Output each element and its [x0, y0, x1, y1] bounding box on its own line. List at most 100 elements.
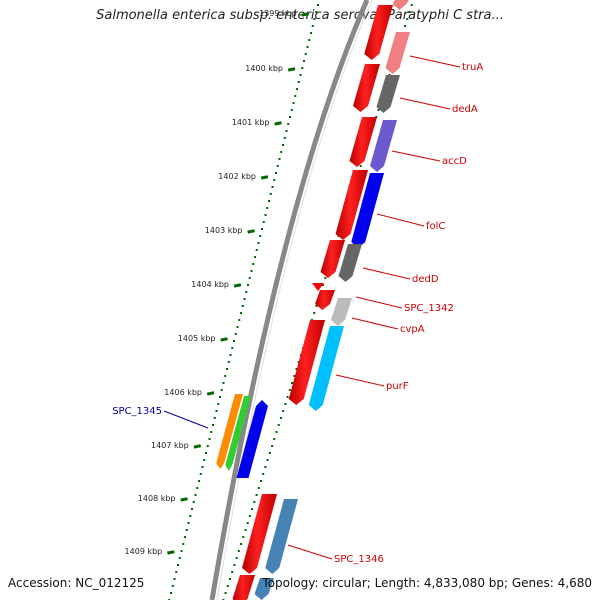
label-leaders	[163, 55, 461, 560]
ruler-dot	[255, 249, 258, 251]
ruler-dot	[248, 277, 251, 279]
green-gene[interactable]	[225, 396, 251, 471]
outer-dot	[293, 375, 296, 377]
ruler-tick	[206, 391, 215, 396]
outer-dot	[291, 382, 294, 384]
blue-gene[interactable]	[236, 400, 269, 478]
ruler-tick	[260, 175, 269, 180]
gene-block[interactable]	[331, 298, 352, 326]
outer-dot	[275, 431, 278, 433]
ruler-dot	[226, 368, 228, 370]
gene-label[interactable]: SPC_1342	[404, 303, 454, 314]
gene-features[interactable]	[216, 0, 410, 600]
cds-red-gene[interactable]	[288, 320, 325, 405]
ruler-dot	[292, 102, 295, 104]
cds-red-gene[interactable]	[364, 5, 393, 60]
leader-line	[287, 544, 333, 560]
gene-label[interactable]: folC	[426, 221, 445, 232]
gene-label[interactable]: dedD	[412, 274, 439, 285]
gene-block[interactable]	[254, 578, 275, 600]
gene-block[interactable]	[338, 244, 363, 282]
ruler-dot	[280, 151, 283, 153]
orange-gene[interactable]	[216, 394, 243, 469]
outer-dot	[295, 368, 298, 370]
ruler-tick	[233, 283, 242, 288]
outer-dot	[244, 529, 247, 531]
leader-line	[351, 317, 399, 330]
gene-label[interactable]: SPC_1346	[334, 554, 384, 565]
outer-dot	[235, 557, 238, 559]
cds-red-gene[interactable]	[320, 240, 346, 278]
ruler-dot	[310, 32, 312, 34]
gene-label[interactable]: cvpA	[400, 324, 425, 335]
outer-dot	[246, 522, 249, 524]
gene-block[interactable]	[351, 173, 384, 248]
ruler-dot	[297, 81, 300, 83]
ruler-dot	[245, 291, 248, 293]
ruler-dot	[210, 431, 213, 433]
ruler-label: 1401 kbp	[232, 118, 270, 127]
gene-block[interactable]	[376, 75, 401, 113]
gene-block[interactable]	[370, 120, 397, 172]
outer-dot	[359, 165, 362, 167]
outer-dot	[268, 452, 271, 454]
ruler-dot	[219, 396, 221, 398]
ruler-tick	[287, 67, 296, 72]
outer-dot	[404, 25, 407, 27]
ruler-dot	[296, 88, 298, 90]
ruler-dot	[241, 305, 244, 307]
cds-red-gene[interactable]	[242, 494, 277, 574]
cds-red-gene[interactable]	[349, 117, 378, 167]
ruler-dot	[311, 25, 314, 27]
ruler-dot	[213, 417, 216, 419]
gene-block[interactable]	[265, 499, 298, 574]
ruler-dot	[222, 382, 225, 384]
ruler-dot	[285, 130, 288, 132]
outer-dot	[260, 480, 262, 482]
outer-dot	[282, 410, 285, 412]
gene-label[interactable]: accD	[442, 156, 467, 167]
ruler-dot	[205, 452, 207, 454]
outer-dot	[324, 277, 327, 279]
gene-block[interactable]	[385, 32, 411, 74]
outer-dot	[406, 18, 409, 20]
ruler-dot	[206, 445, 209, 447]
ruler-tick	[220, 337, 228, 342]
cds-red-gene[interactable]	[353, 64, 380, 112]
outer-dot	[253, 501, 256, 503]
leader-line	[399, 97, 451, 110]
cds-red-gene[interactable]	[335, 170, 369, 240]
gene-label[interactable]: truA	[462, 62, 483, 73]
ruler-dot	[240, 312, 242, 314]
outer-dot	[231, 571, 234, 573]
gene-label[interactable]: SPC_1345	[112, 406, 162, 417]
leader-line	[362, 267, 411, 280]
ruler-dot	[175, 571, 178, 573]
ruler-tick	[274, 121, 282, 126]
ruler-dot	[250, 270, 253, 272]
outer-dot	[408, 11, 411, 13]
ruler-label: 1404 kbp	[191, 280, 229, 289]
ruler-tick	[247, 229, 255, 234]
small-cds[interactable]	[312, 283, 324, 291]
cds-red-gene[interactable]	[315, 290, 335, 310]
gene-labels[interactable]: truA dedA accD folC dedD SPC_1342 cvpA purF SPC_…	[112, 62, 483, 565]
ruler-dot	[308, 39, 311, 41]
ruler-dot	[229, 354, 232, 356]
gene-block[interactable]	[308, 326, 344, 411]
ruler-label: 1406 kbp	[164, 388, 202, 397]
outer-dot	[273, 438, 276, 440]
ruler-labels: 1399 kbp 1400 kbp 1401 kbp 1402 kbp 1403 kbp…	[125, 9, 310, 556]
outer-dot	[284, 403, 287, 405]
gene-label[interactable]: dedA	[452, 104, 478, 115]
ruler-tick	[301, 12, 310, 17]
outer-dot	[313, 312, 316, 314]
ruler-dot	[257, 242, 260, 244]
gene-label[interactable]: purF	[386, 381, 409, 392]
genome-title: Salmonella enterica subsp. enterica sero…	[96, 8, 504, 23]
cds-red-gene[interactable]	[232, 575, 256, 600]
gene-block[interactable]	[392, 0, 410, 10]
ruler-dot	[180, 550, 183, 552]
ruler-dot	[238, 319, 241, 321]
